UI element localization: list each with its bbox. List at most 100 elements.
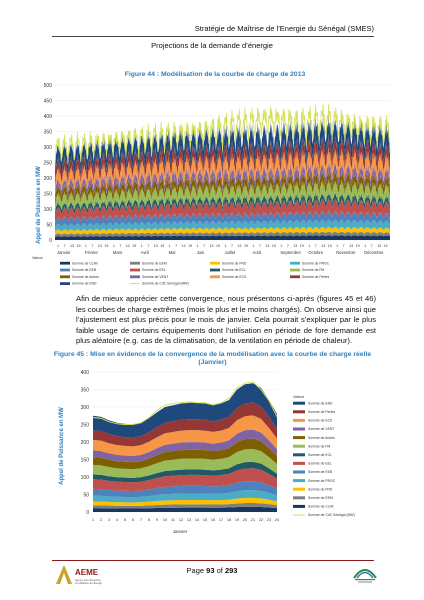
ytick-label: 400 <box>44 114 53 120</box>
area-series-autres <box>93 438 277 470</box>
area-series-clim <box>93 506 277 512</box>
xtick-label: 11 <box>171 518 175 522</box>
legend-title: Valeurs <box>32 256 43 260</box>
xtick-day: 19 <box>160 244 164 248</box>
xtick-label: 24 <box>275 518 279 522</box>
figure45-xlabel: Janvier <box>173 529 188 534</box>
legend-label: Somme de EEL <box>142 268 166 272</box>
legend-swatch <box>130 268 140 272</box>
legend-swatch <box>293 461 305 465</box>
xtick-day: 19 <box>188 244 192 248</box>
legend-label: Somme de PROC <box>308 479 336 483</box>
area-series-vent <box>55 159 390 200</box>
legend-swatch <box>210 261 220 265</box>
area-series-eeb <box>55 209 390 228</box>
area-series-pertes <box>55 133 390 187</box>
xtick-day: 19 <box>104 244 108 248</box>
ytick-label: 200 <box>81 440 90 446</box>
xtick-day: 19 <box>272 244 276 248</box>
header-divider <box>52 36 374 37</box>
xtick-day: 7 <box>231 244 233 248</box>
xtick-label: 13 <box>187 518 191 522</box>
area-series-vent <box>93 429 277 463</box>
xtick-label: 3 <box>108 518 110 522</box>
legend-label: Somme de CLIM <box>308 505 334 509</box>
legend-swatch <box>293 401 305 405</box>
xtick-label: 17 <box>219 518 223 522</box>
page-number: Page 93 of 293 <box>186 566 238 575</box>
legend-swatch <box>60 261 70 265</box>
legend-swatch <box>293 487 305 491</box>
ytick-label: 100 <box>81 475 90 481</box>
legend-swatch <box>290 268 300 272</box>
xtick-label: 6 <box>132 518 134 522</box>
area-series-fm <box>93 448 277 478</box>
xtick-day: 7 <box>119 244 121 248</box>
xtick-day: 7 <box>147 244 149 248</box>
area-series-eem <box>55 231 390 238</box>
xtick-day: 7 <box>315 244 317 248</box>
xtick-day: 19 <box>132 244 136 248</box>
legend-swatch <box>293 470 305 474</box>
xtick-label: 8 <box>148 518 150 522</box>
xtick-month: Avril <box>141 250 149 255</box>
xtick-label: 20 <box>243 518 247 522</box>
xtick-day: 1 <box>252 244 254 248</box>
legend-label: Somme de CLIM <box>72 261 98 265</box>
xtick-day: 7 <box>259 244 261 248</box>
legend-swatch <box>60 268 70 272</box>
legend-label: Somme de Autres <box>72 275 99 279</box>
xtick-day: 13 <box>321 244 325 248</box>
xtick-label: 4 <box>116 518 118 522</box>
legend-label: Somme de Autres <box>308 436 335 440</box>
legend-label: Somme de Pertes <box>308 410 335 414</box>
legend-swatch <box>293 436 305 440</box>
area-series-fm <box>55 178 390 213</box>
ytick-label: 150 <box>44 192 53 198</box>
legend-swatch <box>293 410 305 414</box>
legend-swatch <box>60 282 70 285</box>
figure45-caption-line2: (Janvier) <box>198 359 227 366</box>
area-series-proc <box>93 490 277 503</box>
footer-divider <box>52 560 374 561</box>
xtick-month: Juin <box>197 250 205 255</box>
xtick-label: 7 <box>140 518 142 522</box>
xtick-day: 19 <box>216 244 220 248</box>
legend-swatch <box>130 275 140 279</box>
xtick-day: 1 <box>57 244 59 248</box>
xtick-day: 1 <box>141 244 143 248</box>
legend-label: Somme de FRD <box>222 261 247 265</box>
legend-label: Somme de ECL <box>308 453 332 457</box>
legend-swatch <box>293 453 305 457</box>
legend-label: Somme de EEL <box>308 462 332 466</box>
legend-label: Somme de END <box>308 401 333 405</box>
xtick-day: 19 <box>328 244 332 248</box>
xtick-month: Février <box>85 250 99 255</box>
legend-title: Valeurs <box>293 395 305 399</box>
area-series-autres <box>55 168 390 206</box>
legend-swatch <box>290 275 300 279</box>
ytick-label: 150 <box>81 458 90 464</box>
xtick-day: 13 <box>210 244 214 248</box>
legend-label: Somme de Pertes <box>302 275 329 279</box>
area-series-ecl <box>93 461 277 483</box>
legend-label: Somme de CdC Sénégal (MW) <box>142 282 189 286</box>
xtick-month: Juillet <box>225 250 237 255</box>
legend-label: Somme de EEM <box>142 261 167 265</box>
legend-label: Somme de ECS <box>308 419 333 423</box>
legend-label: Somme de PROC <box>302 261 330 265</box>
xtick-day: 1 <box>85 244 87 248</box>
xtick-day: 13 <box>293 244 297 248</box>
legend-label: Somme de EEB <box>308 470 333 474</box>
xtick-day: 1 <box>280 244 282 248</box>
figure44-ylabel: Appel de Puissance en MW <box>36 166 42 244</box>
legend-swatch <box>210 268 220 272</box>
legend-swatch <box>130 261 140 265</box>
xtick-label: 14 <box>195 518 199 522</box>
legend-swatch <box>210 275 220 279</box>
xtick-day: 1 <box>197 244 199 248</box>
svg-text:et la Maîtrise de l’Energie: et la Maîtrise de l’Energie <box>75 582 103 585</box>
xtick-month: Décembre <box>364 250 384 255</box>
legend-label: Somme de ECS <box>222 275 247 279</box>
area-series-eel <box>93 468 277 491</box>
